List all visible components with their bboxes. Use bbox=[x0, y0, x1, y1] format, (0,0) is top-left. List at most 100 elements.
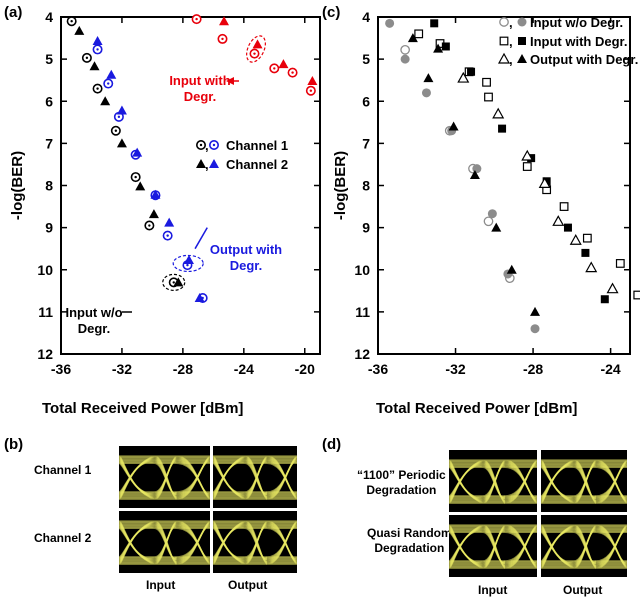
y-tick-label: 6 bbox=[45, 93, 53, 109]
y-tick-label: 6 bbox=[362, 93, 370, 109]
y-tick-label: 7 bbox=[362, 135, 370, 151]
eye-trace bbox=[449, 462, 537, 501]
eye-trace bbox=[213, 456, 297, 499]
eye-trace bbox=[119, 461, 210, 500]
eye-trace bbox=[213, 526, 297, 564]
data-point bbox=[423, 73, 434, 83]
data-point bbox=[633, 290, 640, 300]
eye-trace bbox=[119, 526, 210, 564]
panel-c-label: (c) bbox=[322, 4, 341, 21]
data-point bbox=[552, 215, 565, 226]
data-point bbox=[116, 105, 127, 115]
data-point bbox=[448, 121, 459, 131]
panel-d-label: (d) bbox=[322, 436, 342, 453]
data-point-dot bbox=[291, 71, 294, 74]
data-point-dot bbox=[85, 56, 89, 60]
panel-b-col-input-label: Input bbox=[146, 578, 176, 592]
eye-trace bbox=[119, 460, 210, 498]
eye-trace bbox=[541, 461, 627, 502]
data-point bbox=[400, 45, 410, 55]
panel-b-row-1-label: Channel 1 bbox=[34, 463, 92, 477]
eye-trace bbox=[449, 526, 537, 567]
data-point bbox=[173, 277, 184, 287]
eye-trace bbox=[213, 461, 297, 499]
panel-d-col-output-label: Output bbox=[563, 583, 603, 597]
data-point bbox=[414, 29, 424, 39]
eye-trace bbox=[449, 529, 537, 567]
eye-trace bbox=[541, 465, 627, 504]
eye-trace bbox=[119, 457, 210, 498]
eye-trace bbox=[541, 525, 627, 568]
chart-c-points bbox=[385, 18, 640, 334]
data-point bbox=[581, 248, 590, 257]
data-point-dot bbox=[117, 115, 121, 119]
panel-b-label: (b) bbox=[4, 436, 24, 453]
annotation-arrowhead-red bbox=[226, 77, 234, 85]
chart-c-legend: , Input w/o Degr., Input with Degr., Output… bbox=[497, 15, 638, 67]
eye-trace bbox=[541, 530, 627, 569]
highlight-ellipse-black bbox=[162, 273, 186, 291]
x-tick-label: -36 bbox=[51, 361, 71, 377]
panel-a-label: (a) bbox=[4, 4, 23, 21]
eye-trace bbox=[541, 462, 627, 501]
data-point bbox=[252, 39, 263, 49]
eye-trace bbox=[449, 524, 537, 569]
eye-trace bbox=[541, 527, 627, 566]
eye-trace bbox=[213, 526, 297, 564]
data-point bbox=[278, 59, 289, 69]
legend-marker bbox=[517, 54, 527, 63]
eye-trace bbox=[213, 461, 297, 500]
eye-trace bbox=[541, 464, 627, 502]
y-tick-label: 7 bbox=[45, 135, 53, 151]
y-tick-label: 4 bbox=[362, 9, 370, 25]
data-point bbox=[74, 25, 85, 35]
legend-marker bbox=[499, 36, 509, 46]
eye-trace bbox=[541, 526, 627, 567]
eye-diagram-b-ch1-input bbox=[119, 446, 210, 508]
legend-sep: , bbox=[509, 15, 513, 30]
legend-label: Channel 1 bbox=[226, 138, 288, 153]
data-point bbox=[421, 88, 431, 98]
data-point bbox=[116, 138, 127, 148]
data-point bbox=[521, 149, 534, 161]
data-point bbox=[606, 282, 619, 294]
eye-trace bbox=[449, 465, 537, 504]
data-point bbox=[457, 71, 470, 83]
data-point bbox=[148, 209, 159, 219]
eye-diagram-d-periodic-input bbox=[449, 450, 537, 512]
eye-trace bbox=[449, 465, 537, 503]
eye-trace bbox=[213, 456, 297, 499]
eye-trace bbox=[449, 525, 537, 568]
eye-trace bbox=[449, 527, 537, 566]
data-point bbox=[385, 18, 395, 28]
x-tick-label: -20 bbox=[295, 361, 315, 377]
data-point bbox=[538, 177, 551, 188]
legend-marker bbox=[196, 159, 206, 168]
x-tick-label: -28 bbox=[173, 361, 193, 377]
data-point bbox=[441, 42, 450, 51]
data-point-dot bbox=[309, 89, 313, 92]
eye-trace bbox=[119, 522, 210, 563]
eye-trace bbox=[213, 461, 297, 499]
y-tick-label: 10 bbox=[354, 262, 370, 278]
eye-trace bbox=[449, 459, 537, 504]
legend-sep: , bbox=[205, 138, 209, 153]
data-point bbox=[472, 164, 482, 174]
eye-trace bbox=[213, 526, 297, 565]
data-point bbox=[469, 169, 480, 179]
annotation-input-wo-degr: Input w/o Degr. bbox=[65, 305, 122, 336]
legend-marker bbox=[499, 17, 509, 27]
x-tick-label: -36 bbox=[368, 361, 388, 377]
eye-trace bbox=[449, 529, 537, 567]
legend-sep: , bbox=[509, 52, 513, 67]
y-axis-label: -log(BER) bbox=[332, 151, 349, 220]
data-point bbox=[407, 33, 418, 43]
eye-trace bbox=[449, 465, 537, 504]
panel-b-col-output-label: Output bbox=[228, 578, 268, 592]
data-point bbox=[132, 147, 143, 157]
data-point-dot bbox=[221, 37, 224, 41]
legend-marker-dot bbox=[199, 143, 203, 147]
legend-marker bbox=[518, 37, 526, 45]
y-tick-label: 8 bbox=[45, 178, 53, 194]
data-point-dot bbox=[70, 20, 73, 23]
